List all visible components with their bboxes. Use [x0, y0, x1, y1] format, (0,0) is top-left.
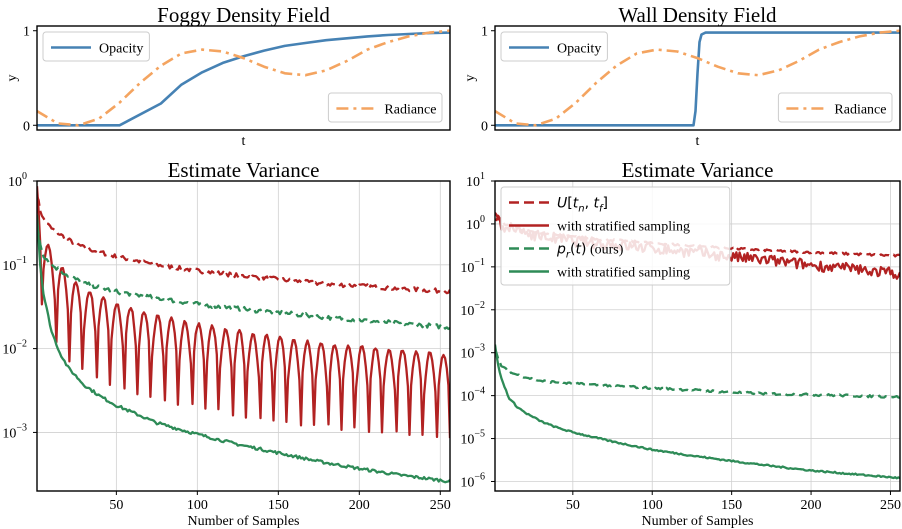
plot-area — [37, 29, 450, 127]
legend-frame — [500, 186, 731, 286]
legend-label: with stratified sampling — [557, 220, 690, 235]
legend-frame — [42, 31, 150, 62]
y-tick-label: 10−2 — [460, 300, 485, 319]
y-tick-label: 1 — [23, 25, 30, 40]
legend-label: pr(t) (ours) — [556, 242, 624, 261]
x-axis-label: Number of Samples — [642, 514, 754, 529]
series-line-2 — [495, 348, 900, 399]
legend-frame — [777, 92, 893, 123]
series-line-1 — [37, 29, 450, 127]
legend-label: Opacity — [557, 42, 601, 57]
y-tick-label: 10−3 — [460, 343, 485, 362]
y-tick-label: 10−5 — [460, 429, 485, 448]
y-tick-label: 10−2 — [2, 339, 27, 358]
series-line-3 — [495, 344, 900, 480]
chart-var-wall: Estimate Variance 50 100 150 200 250 101 100 10−… — [460, 158, 901, 529]
y-tick-label: 10−3 — [2, 422, 27, 441]
x-tick-label: 200 — [349, 498, 370, 513]
legend-label: U[tn, tf] — [557, 196, 608, 215]
legend-label: with stratified sampling — [557, 266, 690, 281]
chart-foggy: Foggy Density Field 0 1 t y Opacity Radiance — [5, 3, 451, 149]
series-line-2 — [37, 225, 450, 331]
x-tick-label: 150 — [721, 498, 742, 513]
legend-upper-left: Opacity — [42, 31, 150, 62]
y-tick-label: 101 — [466, 171, 485, 190]
legend-frame — [327, 92, 443, 123]
x-tick-label: 100 — [642, 498, 663, 513]
chart-title: Foggy Density Field — [157, 3, 330, 27]
series-line-3 — [37, 214, 450, 484]
x-tick-label: 100 — [187, 498, 208, 513]
axes-frame — [494, 180, 901, 492]
legend-lower-right: Radiance — [777, 92, 893, 123]
y-tick-label: 100 — [466, 214, 485, 233]
x-axis-label: t — [242, 134, 246, 149]
y-tick-label: 0 — [481, 119, 488, 134]
y-tick-label: 10−4 — [460, 386, 485, 405]
axes-frame — [36, 180, 451, 492]
x-tick-label: 250 — [880, 498, 901, 513]
y-axis-label: y — [463, 75, 478, 82]
legend-label: Opacity — [99, 42, 143, 57]
legend-lower-right: Radiance — [327, 92, 443, 123]
legend-label: Radiance — [384, 103, 436, 118]
x-tick-label: 50 — [566, 498, 580, 513]
series-line-1 — [37, 186, 450, 439]
chart-title: Estimate Variance — [168, 158, 320, 182]
y-tick-label: 10−6 — [460, 471, 485, 490]
legend-upper-left: U[tn, tf] with stratified sampling pr(t) (… — [500, 186, 731, 286]
y-axis-label: y — [5, 75, 20, 82]
chart-var-foggy: Estimate Variance 50 100 150 200 250 100 10−1 10… — [2, 158, 450, 529]
legend-label: Radiance — [834, 103, 886, 118]
y-tick-label: 10−1 — [2, 255, 27, 274]
series-line-1 — [495, 29, 900, 127]
x-axis-label: t — [696, 134, 700, 149]
x-tick-label: 50 — [109, 498, 123, 513]
y-tick-label: 0 — [23, 119, 30, 134]
legend-frame — [500, 31, 608, 62]
axes-frame — [36, 25, 451, 131]
y-tick-label: 10−1 — [460, 257, 485, 276]
series-line-0 — [37, 31, 450, 127]
y-tick-label: 100 — [8, 171, 27, 190]
chart-wall: Wall Density Field 0 1 t y Opacity Radiance — [463, 3, 901, 149]
chart-title: Wall Density Field — [618, 3, 777, 27]
series-line-0 — [37, 195, 450, 295]
x-tick-label: 250 — [430, 498, 451, 513]
x-tick-label: 200 — [801, 498, 822, 513]
axes-frame — [494, 25, 901, 131]
x-tick-label: 150 — [268, 498, 289, 513]
legend-upper-left: Opacity — [500, 31, 608, 62]
plot-area — [495, 29, 900, 127]
chart-title: Estimate Variance — [622, 158, 774, 182]
x-axis-label: Number of Samples — [188, 514, 300, 529]
plot-area — [37, 186, 450, 484]
y-tick-label: 1 — [481, 25, 488, 40]
